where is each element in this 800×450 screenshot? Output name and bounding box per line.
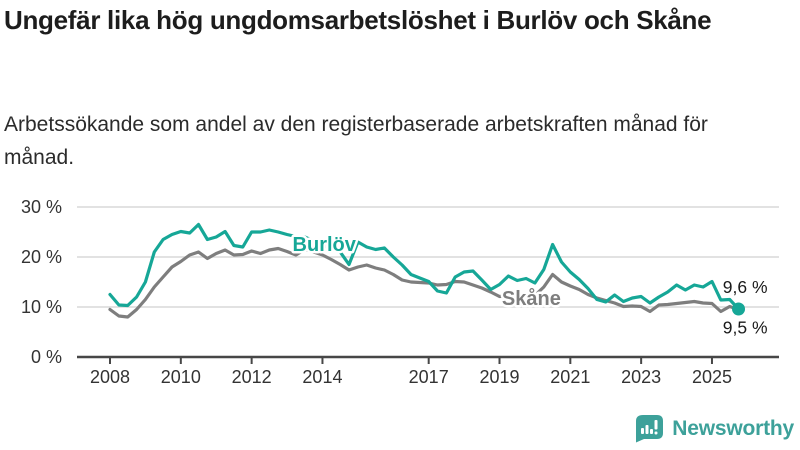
y-tick-label: 30 % [21, 197, 62, 217]
series-label-skåne: Skåne [502, 287, 561, 310]
newsworthy-logo-text: Newsworthy [672, 417, 794, 440]
newsworthy-logo-icon [636, 415, 664, 443]
series-line-skåne [108, 246, 741, 319]
logo-exclamation-dot [654, 431, 658, 435]
logo-bar-icon [641, 428, 645, 434]
x-tick-label: 2021 [550, 367, 590, 387]
series-line-burlöv [108, 222, 741, 311]
logo-bar-icon [650, 429, 654, 434]
x-tick-label: 2012 [232, 367, 272, 387]
x-tick-label: 2023 [621, 367, 661, 387]
x-tick-label: 2010 [161, 367, 201, 387]
series-end-value-burlöv: 9,6 % [723, 277, 768, 297]
y-tick-label: 0 % [31, 347, 62, 367]
logo-exclamation-icon [654, 420, 658, 430]
x-tick-label: 2025 [692, 367, 732, 387]
logo-bar-icon [645, 425, 649, 434]
x-tick-label: 2008 [90, 367, 130, 387]
y-tick-label: 10 % [21, 297, 62, 317]
series-end-value-skåne: 9,5 % [723, 318, 768, 338]
y-tick-label: 20 % [21, 247, 62, 267]
logo-bubble-shape [636, 415, 664, 443]
series-end-dot [732, 302, 746, 316]
line-chart: 0 % 10 % 20 % 30 % 2008 2010 2012 2014 2017 2019 2… [21, 197, 779, 387]
chart-title: Ungefär lika hög ungdomsarbetslöshet i B… [4, 5, 712, 35]
x-tick-label: 2017 [409, 367, 449, 387]
x-tick-label: 2014 [302, 367, 342, 387]
series-label-burlöv: Burlöv [293, 234, 357, 256]
chart-subtitle: Arbetssökande som andel av den registerb… [4, 113, 708, 169]
newsworthy-logo: Newsworthy [635, 414, 794, 444]
x-tick-label: 2019 [479, 367, 519, 387]
